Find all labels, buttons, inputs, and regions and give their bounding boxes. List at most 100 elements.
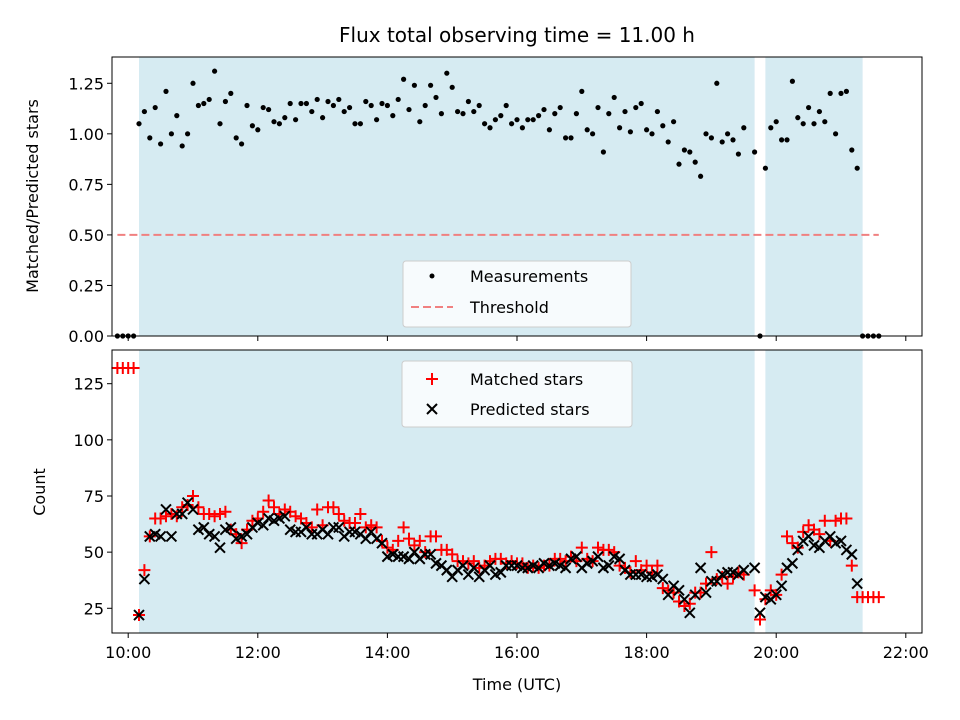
measurement-point — [563, 135, 569, 141]
predicted-star-point — [786, 557, 799, 570]
predicted-star-point — [570, 550, 583, 563]
measurement-point — [341, 108, 347, 115]
predicted-star-point — [133, 609, 145, 621]
measurement-point — [514, 117, 520, 123]
x-tick-label: 20:00 — [753, 643, 799, 662]
measurement-point — [854, 165, 860, 171]
measurement-point — [314, 96, 320, 103]
x-tick-label: 10:00 — [105, 643, 151, 662]
measurement-point — [368, 102, 374, 109]
matched-star-point — [403, 532, 415, 545]
measurement-point — [546, 127, 553, 133]
predicted-star-point — [846, 548, 858, 561]
legend-predicted-label: Predicted stars — [470, 400, 590, 419]
y-tick-label: 1.00 — [68, 125, 104, 144]
measurement-point — [822, 119, 828, 125]
matched-star-point — [829, 514, 842, 527]
measurement-point — [557, 104, 563, 111]
measurement-point — [428, 82, 434, 88]
measurement-point — [827, 90, 833, 96]
matched-star-point — [257, 505, 270, 518]
measurement-point — [838, 90, 844, 96]
matched-star-point — [818, 514, 831, 527]
measurement-point — [168, 131, 174, 137]
matched-star-point — [446, 548, 459, 561]
measurement-point — [298, 100, 304, 107]
legend-predicted-marker — [426, 403, 438, 415]
matched-star-point — [872, 591, 885, 604]
measurement-point — [622, 108, 628, 115]
measurement-point — [816, 108, 823, 115]
measurement-point — [552, 111, 558, 117]
measurement-point — [141, 108, 147, 115]
predicted-star-point — [376, 537, 388, 549]
matched-star-point — [640, 559, 653, 572]
y-tick-label: 100 — [73, 431, 104, 450]
predicted-star-point — [208, 530, 221, 543]
measurement-point — [784, 137, 790, 143]
measurement-points — [114, 68, 882, 339]
predicted-star-point — [835, 535, 847, 547]
matched-star-point — [721, 577, 734, 590]
matched-star-point — [575, 541, 588, 554]
measurement-point — [789, 78, 796, 84]
matched-star-point — [268, 501, 280, 514]
measurement-point — [217, 121, 223, 127]
bottom-shaded-regions — [139, 350, 863, 633]
y-tick-label: 125 — [73, 375, 104, 394]
matched-star-point — [349, 516, 361, 529]
measurement-point — [147, 135, 153, 141]
matched-star-point — [127, 361, 140, 374]
legend-measurements-marker — [429, 273, 435, 279]
measurement-point — [276, 121, 282, 127]
measurement-point — [152, 104, 158, 111]
measurement-point — [698, 173, 704, 179]
legend-matched-marker — [426, 373, 438, 385]
predicted-star-point — [754, 607, 766, 619]
measurement-point — [438, 111, 444, 117]
top-y-ticks: 0.00 0.25 0.50 0.75 1.00 1.25 — [68, 74, 112, 346]
predicted-star-point — [851, 577, 863, 590]
measurement-point — [330, 102, 336, 109]
measurement-point — [287, 100, 293, 107]
y-tick-label: 0.50 — [68, 226, 104, 245]
predicted-star-point — [694, 562, 707, 574]
bottom-legend-box — [401, 360, 633, 428]
matched-star-point — [705, 546, 718, 559]
shaded-interval — [765, 57, 863, 336]
matched-star-point — [592, 541, 604, 554]
measurement-point — [671, 119, 677, 125]
measurement-point — [271, 119, 277, 125]
top-legend: Measurements Threshold — [402, 260, 632, 328]
top-y-axis-label: Matched/Predicted stars — [23, 99, 42, 293]
measurement-point — [735, 151, 742, 157]
bottom-y-ticks: 25 50 75 100 125 — [73, 375, 112, 618]
measurement-point — [379, 100, 385, 107]
measurement-point — [611, 94, 617, 101]
measurement-point — [212, 68, 218, 74]
measurement-point — [492, 117, 498, 123]
measurement-point — [336, 96, 342, 103]
matched-star-point — [775, 568, 788, 581]
measurement-point — [195, 102, 201, 109]
measurement-point — [487, 125, 493, 131]
measurement-point — [260, 104, 266, 111]
measurement-point — [325, 98, 331, 105]
matched-star-point — [338, 514, 351, 527]
measurement-point — [206, 96, 212, 103]
measurement-point — [498, 113, 504, 119]
y-tick-label: 1.25 — [68, 74, 104, 93]
predicted-star-point — [279, 510, 291, 522]
measurement-point — [606, 111, 612, 117]
predicted-star-point — [592, 550, 604, 563]
predicted-star-point — [424, 548, 437, 561]
y-tick-label: 0.00 — [68, 327, 104, 346]
measurement-point — [644, 127, 650, 133]
measurement-point — [179, 143, 185, 149]
measurement-point — [833, 131, 839, 137]
measurement-point — [573, 111, 580, 117]
y-tick-label: 75 — [84, 487, 104, 506]
predicted-star-point — [165, 530, 178, 543]
legend-measurements-label: Measurements — [470, 267, 588, 286]
measurement-point — [222, 98, 228, 105]
